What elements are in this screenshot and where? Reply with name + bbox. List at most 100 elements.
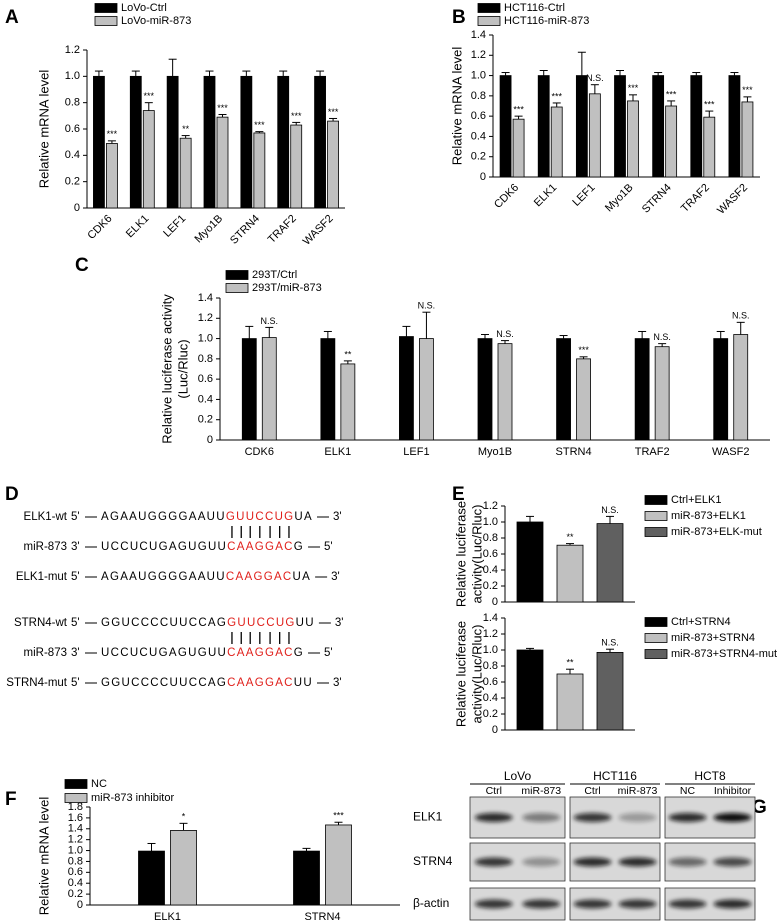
bar — [179, 137, 192, 209]
y-tick-label: 0.2 — [471, 151, 486, 163]
bar — [399, 336, 414, 441]
bar — [325, 824, 352, 906]
band — [713, 813, 752, 822]
error-bar — [422, 311, 431, 339]
panel-label: B — [452, 7, 466, 28]
sequence-end: 3' — [333, 677, 342, 689]
x-tick-label: ELK1 — [124, 213, 152, 241]
y-tick-label: 1.4 — [483, 612, 498, 624]
band — [668, 899, 707, 909]
sequence-part: AGAAUGGGGAAUU — [101, 571, 226, 583]
lane-label: miR-873 — [618, 785, 658, 797]
group-label: HCT116 — [593, 769, 637, 783]
band — [573, 857, 612, 867]
y-tick-label: 0.6 — [65, 123, 80, 135]
y-tick-label: 0.4 — [68, 877, 83, 889]
bar — [261, 337, 277, 441]
band — [713, 857, 752, 867]
y-axis-label: Relative luciferase — [453, 501, 468, 607]
significance: N.S. — [418, 301, 436, 311]
bar — [576, 358, 591, 441]
band — [573, 813, 612, 822]
y-tick-label: 0 — [77, 899, 83, 911]
sequence-part: UCCUCUGAGUGUU — [101, 647, 227, 659]
error-bar — [316, 70, 325, 77]
error-bar — [736, 321, 745, 335]
significance: ** — [566, 532, 574, 542]
error-bar — [566, 543, 574, 546]
y-tick-label: 0 — [207, 434, 213, 446]
significance: *** — [628, 83, 639, 93]
error-bar — [667, 100, 676, 106]
bar — [556, 338, 571, 441]
y-tick-label: 0.2 — [198, 414, 213, 426]
y-tick-label: 1.8 — [68, 801, 83, 813]
significance: *** — [217, 103, 228, 113]
bar — [320, 338, 336, 441]
y-axis-label: Relative luciferase activity — [159, 294, 174, 444]
y-axis-label: activity(Luc/Rluc) — [469, 625, 484, 724]
y-tick-label: 0.6 — [471, 110, 486, 122]
bar — [614, 75, 626, 178]
error-bar — [629, 94, 637, 101]
sequence-end: 5' — [324, 647, 333, 659]
significance: *** — [144, 91, 155, 101]
y-tick-label: 0.4 — [483, 564, 498, 576]
error-bar — [302, 847, 311, 852]
error-bar — [501, 340, 509, 344]
error-bar — [205, 70, 214, 77]
bar — [627, 100, 639, 178]
band — [573, 899, 612, 909]
error-bar — [716, 330, 725, 339]
legend-swatch — [225, 283, 249, 293]
bar — [713, 338, 729, 441]
y-tick-label: 0.8 — [68, 855, 83, 867]
x-tick-label: CDK6 — [85, 213, 114, 242]
sequence-end: 5' — [71, 511, 80, 523]
bar — [327, 120, 339, 209]
significance: ** — [344, 349, 352, 359]
legend-label: LoVo-miR-873 — [121, 15, 191, 27]
lane-label: Inhibitor — [714, 785, 752, 797]
legend-label: LoVo-Ctrl — [121, 2, 167, 14]
y-tick-label: 0.6 — [483, 676, 498, 688]
error-bar — [334, 821, 343, 825]
y-tick-label: 0.2 — [483, 708, 498, 720]
lane-label: miR-873 — [521, 785, 561, 797]
significance: *** — [254, 120, 265, 130]
y-tick-label: 0.6 — [68, 866, 83, 878]
y-tick-label: 1.0 — [483, 516, 498, 528]
bar — [575, 75, 588, 178]
y-tick-label: 1.2 — [68, 834, 83, 846]
error-bar — [131, 70, 140, 77]
panel-label: D — [5, 484, 19, 505]
significance: *** — [666, 89, 677, 99]
bar — [106, 143, 118, 209]
group-label: LoVo — [504, 769, 532, 783]
significance: *** — [578, 345, 589, 355]
y-tick-label: 1.6 — [68, 812, 83, 824]
x-tick-label: LEF1 — [161, 213, 188, 240]
bar — [241, 338, 257, 441]
y-tick-label: 0 — [74, 202, 80, 214]
sequence: GGUCCCCUUCCAGCAAGGACUU — [101, 677, 313, 689]
significance: *** — [291, 111, 302, 121]
error-bar — [144, 102, 153, 111]
bar — [419, 338, 434, 441]
legend-label: Ctrl+ELK1 — [671, 494, 721, 506]
y-tick-label: 1.2 — [471, 49, 486, 61]
y-tick-label: 1.0 — [471, 69, 486, 81]
error-bar — [179, 822, 188, 831]
sequence-end: 5' — [324, 541, 333, 553]
legend-swatch — [644, 527, 668, 537]
bar — [497, 343, 513, 441]
error-bar — [566, 668, 574, 674]
y-tick-label: 1.0 — [68, 844, 83, 856]
y-axis-label: Relative luciferase — [453, 621, 468, 727]
error-bar — [343, 360, 352, 364]
sequence-end: 5' — [71, 571, 80, 583]
x-tick-label: TRAF2 — [635, 446, 670, 458]
significance: *** — [333, 811, 344, 821]
legend-swatch — [644, 511, 668, 521]
bar — [138, 850, 165, 906]
